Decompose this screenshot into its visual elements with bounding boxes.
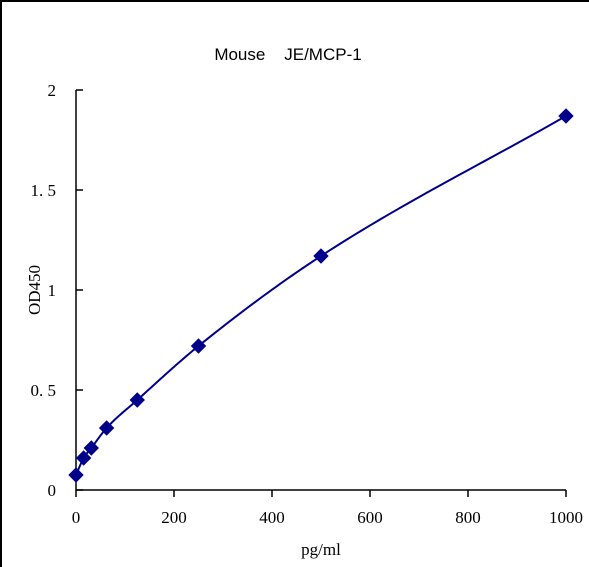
x-tick-label: 1000 — [549, 508, 583, 527]
x-tick-label: 400 — [259, 508, 285, 527]
x-ticks: 0 200 400 600 800 1000 — [72, 490, 583, 527]
x-tick-label: 200 — [161, 508, 187, 527]
x-tick-label: 0 — [72, 508, 81, 527]
data-points — [68, 108, 574, 483]
y-tick-label: 1. 5 — [31, 181, 57, 200]
x-tick-label: 800 — [455, 508, 481, 527]
y-tick-label: 0. 5 — [31, 381, 57, 400]
data-point-marker — [313, 248, 329, 264]
plot-area: 0 0. 5 1 1. 5 2 0 200 400 600 800 1000 — [31, 81, 584, 527]
data-point-marker — [129, 392, 145, 408]
y-axis-label: OD450 — [25, 265, 44, 315]
y-tick-label: 2 — [48, 81, 57, 100]
data-point-marker — [68, 467, 84, 483]
data-point-marker — [83, 440, 99, 456]
data-point-marker — [98, 420, 115, 436]
data-point-marker — [75, 450, 92, 466]
y-tick-label: 1 — [48, 281, 57, 300]
chart-title: Mouse JE/MCP-1 — [214, 45, 361, 64]
data-point-marker — [190, 338, 207, 354]
y-ticks: 0 0. 5 1 1. 5 2 — [31, 81, 83, 500]
x-tick-label: 600 — [357, 508, 383, 527]
x-axis-label: pg/ml — [301, 540, 341, 559]
data-point-marker — [558, 108, 574, 124]
y-tick-label: 0 — [48, 481, 57, 500]
